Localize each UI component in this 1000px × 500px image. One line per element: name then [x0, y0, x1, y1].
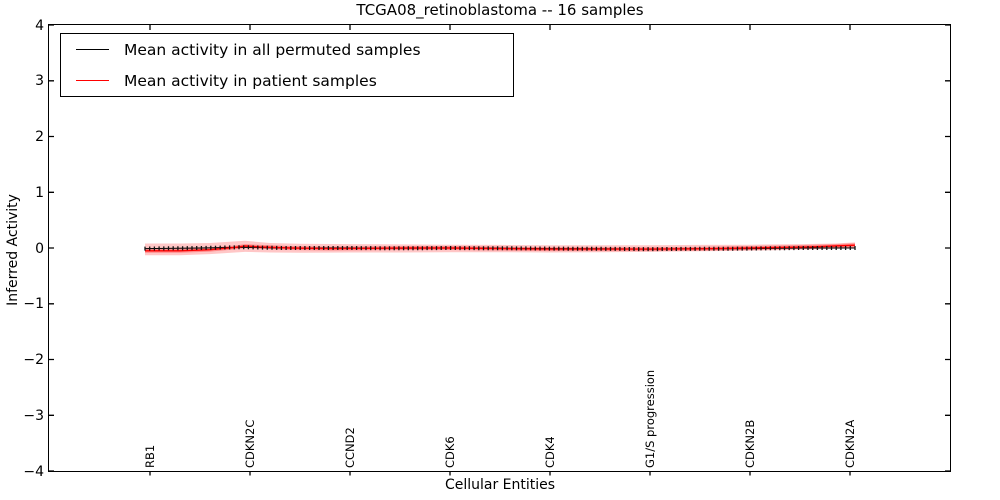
x-category-label: CDK4	[542, 436, 557, 468]
y-tick-label: 4	[35, 17, 44, 34]
y-tick-label: 1	[35, 184, 44, 201]
y-tick-label: 0	[35, 240, 44, 257]
legend-item-permuted: Mean activity in all permuted samples	[61, 35, 513, 65]
y-tick-label: −2	[23, 352, 44, 368]
y-tick-label: −3	[23, 407, 44, 424]
legend-label-permuted: Mean activity in all permuted samples	[124, 40, 421, 59]
x-category-label: CDK6	[442, 436, 457, 468]
chart-title: TCGA08_retinoblastoma -- 16 samples	[356, 1, 644, 19]
y-tick-label: −4	[23, 463, 44, 480]
x-axis-label: Cellular Entities	[444, 477, 556, 493]
x-category-label: RB1	[142, 444, 157, 468]
series-permuted-point-markers	[144, 245, 856, 252]
legend: Mean activity in all permuted samples Me…	[60, 33, 514, 97]
legend-item-patient: Mean activity in patient samples	[61, 66, 513, 96]
x-category-label: CDKN2B	[742, 419, 757, 468]
legend-line-sample-patient	[76, 80, 109, 81]
x-category-label: CCND2	[342, 427, 357, 468]
chart-svg	[49, 24, 950, 476]
plot-area	[48, 24, 951, 476]
x-category-label: CDKN2C	[242, 419, 257, 468]
y-tick-label: −1	[23, 296, 44, 313]
x-category-label: CDKN2A	[842, 419, 857, 468]
y-tick-label: 2	[35, 129, 44, 145]
legend-line-sample-permuted	[76, 49, 109, 50]
legend-label-patient: Mean activity in patient samples	[124, 71, 377, 90]
y-tick-label: 3	[35, 73, 44, 90]
axis-tick-marks	[49, 24, 950, 476]
x-category-label: G1/S progression	[642, 369, 657, 468]
